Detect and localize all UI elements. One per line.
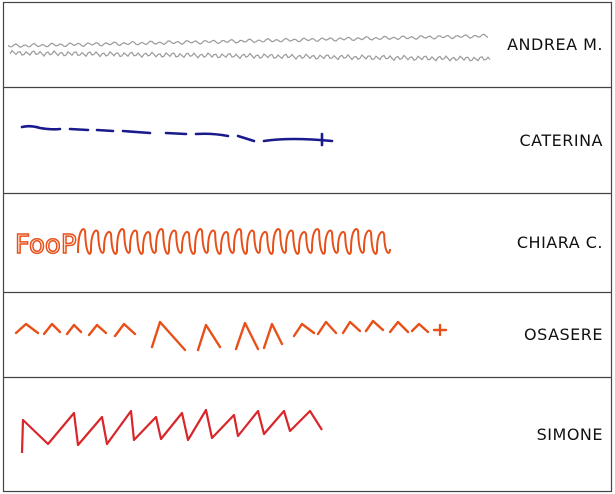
osasere-peak — [42, 322, 62, 336]
chiara-loop-scribble — [77, 228, 391, 255]
row-label-osasere: OSASERE — [524, 325, 603, 344]
caterina-dash — [194, 132, 230, 138]
osasere-peak — [292, 322, 316, 338]
row-label-chiara: CHIARA C. — [516, 233, 603, 252]
caterina-dash — [20, 124, 62, 131]
osasere-cross-mark — [432, 323, 448, 337]
osasere-peak — [262, 322, 284, 350]
caterina-dash — [164, 131, 188, 136]
osasere-peak — [234, 321, 260, 351]
simone-zigzag-scribble — [20, 408, 323, 454]
osasere-peak — [150, 320, 187, 352]
osasere-peak — [113, 322, 137, 338]
osasere-peak — [364, 319, 385, 333]
caterina-dash — [68, 127, 90, 132]
caterina-dash — [236, 134, 256, 143]
osasere-peak — [196, 323, 222, 352]
andrea-scribble-line — [9, 49, 491, 62]
osasere-peak — [410, 322, 430, 334]
osasere-peak — [87, 323, 108, 337]
andrea-scribble-line — [7, 33, 489, 48]
osasere-peak — [388, 320, 410, 334]
caterina-dash — [121, 129, 152, 135]
caterina-dash — [262, 137, 334, 143]
caterina-scribble — [20, 124, 334, 147]
caterina-dash — [95, 128, 115, 133]
chiara-prefix-text: FooP — [15, 230, 77, 260]
osasere-peak — [14, 322, 40, 335]
row-label-andrea: ANDREA M. — [507, 35, 603, 54]
osasere-peak — [341, 320, 362, 335]
osasere-peak — [65, 323, 83, 336]
row-label-simone: SIMONE — [536, 425, 603, 444]
osasere-scribble — [14, 319, 448, 352]
row-label-caterina: CATERINA — [519, 131, 603, 150]
osasere-peak — [316, 320, 338, 336]
